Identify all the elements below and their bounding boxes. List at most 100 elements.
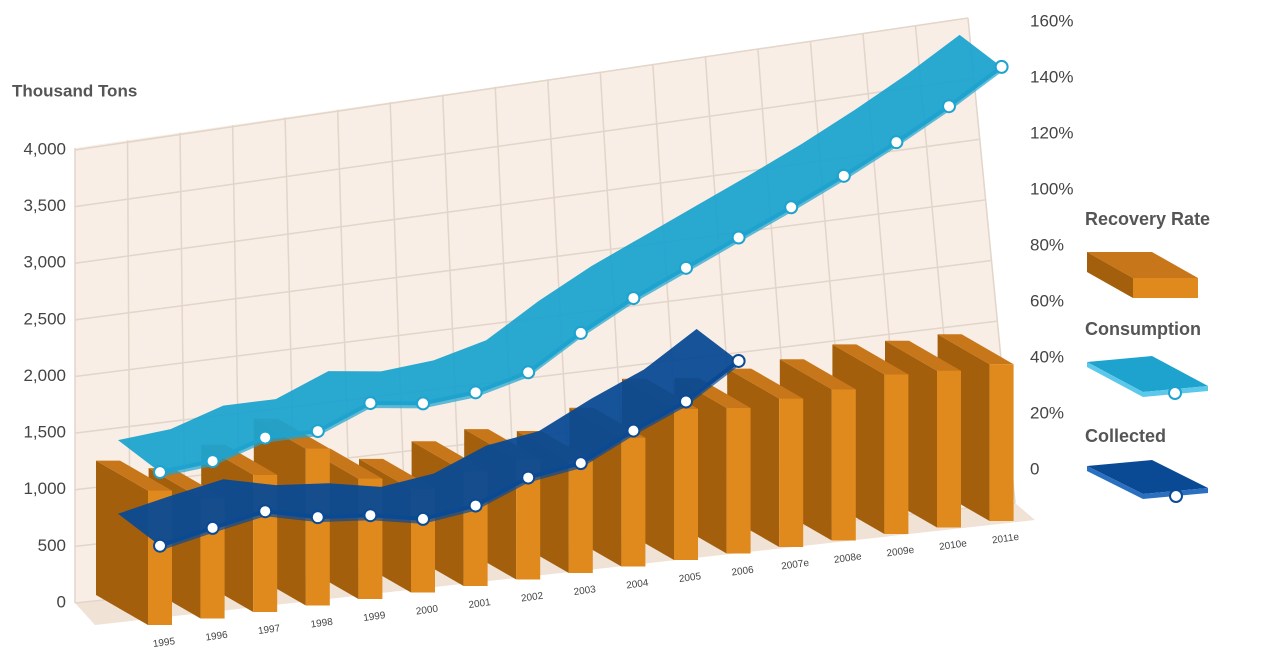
bar-top [885, 340, 961, 371]
y2-tick-label: 60% [1030, 291, 1064, 310]
marker [310, 424, 325, 439]
y-tick-label: 1,000 [23, 479, 66, 498]
bar-top [779, 359, 856, 390]
marker [205, 454, 220, 469]
marker [363, 508, 378, 523]
x-tick-label: 1995 [152, 636, 176, 650]
x-tick-label: 2011e [991, 532, 1020, 547]
x-tick-label: 1999 [363, 610, 387, 624]
y-tick-label: 3,500 [23, 196, 66, 215]
marker [784, 200, 799, 215]
x-tick-label: 2004 [626, 578, 650, 592]
marker [573, 456, 588, 471]
x-tick-label: 2010e [938, 538, 968, 553]
y2-tick-label: 20% [1030, 403, 1064, 422]
marker [205, 520, 220, 535]
marker [363, 396, 378, 411]
legend-icon [1087, 252, 1198, 278]
bar [674, 408, 698, 560]
marker [416, 396, 430, 411]
y-tick-label: 1,500 [23, 423, 66, 442]
marker [836, 168, 851, 183]
marker [258, 504, 273, 519]
marker [153, 465, 167, 480]
x-tick-label: 2001 [468, 597, 492, 611]
bar-top [937, 334, 1014, 365]
y2-tick-label: 40% [1030, 347, 1064, 366]
marker [153, 538, 167, 553]
legend-icon [1087, 356, 1208, 392]
legend-label: Consumption [1085, 319, 1201, 339]
x-tick-label: 2003 [573, 584, 597, 598]
bar [726, 407, 751, 554]
bar [305, 448, 330, 606]
x-tick-label: 2000 [415, 604, 439, 618]
y2-tick-label: 100% [1030, 179, 1073, 198]
bar [884, 374, 909, 534]
y-axis-label: Thousand Tons [12, 81, 137, 100]
bar-top [832, 344, 909, 375]
y-tick-label: 0 [57, 592, 66, 611]
legend-icon [1133, 278, 1198, 298]
y-tick-label: 2,000 [23, 366, 66, 385]
x-tick-label: 2008e [833, 551, 863, 566]
y2-tick-label: 140% [1030, 67, 1073, 86]
marker [468, 498, 483, 513]
marker [994, 59, 1009, 74]
x-tick-label: 1996 [205, 630, 229, 644]
marker [573, 325, 588, 340]
bar-top [96, 460, 172, 491]
bar [568, 461, 593, 573]
legend-label: Collected [1085, 426, 1166, 446]
x-tick-label: 2005 [678, 571, 702, 585]
marker [626, 291, 641, 306]
bar-side [96, 460, 148, 625]
marker [416, 511, 430, 526]
marker [521, 365, 536, 380]
marker [679, 260, 693, 275]
legend-label: Recovery Rate [1085, 209, 1210, 229]
x-tick-label: 2006 [731, 565, 755, 579]
y-tick-label: 4,000 [23, 139, 66, 158]
marker [258, 430, 273, 445]
bar-top [727, 368, 804, 399]
marker [942, 99, 956, 114]
line [159, 359, 740, 548]
grid-line [74, 199, 986, 321]
legend: Recovery Rate Consumption Collected [1085, 209, 1210, 503]
legend-icon [1087, 460, 1208, 494]
y2-tick-label: 160% [1030, 11, 1073, 30]
y-tick-label: 500 [38, 536, 66, 555]
legend-icon [1087, 362, 1208, 397]
marker [521, 470, 536, 485]
y2-tick-label: 120% [1030, 123, 1073, 142]
legend-icon [1087, 252, 1133, 298]
x-tick-label: 1998 [310, 617, 334, 631]
legend-icon [1087, 466, 1208, 499]
legend-marker [1169, 489, 1183, 503]
x-tick-label: 2007e [781, 558, 811, 573]
marker [731, 353, 746, 368]
ribbon [118, 328, 739, 546]
bar [989, 364, 1014, 521]
marker [310, 510, 325, 525]
marker [889, 135, 904, 150]
bar [779, 398, 804, 547]
y-tick-label: 3,000 [23, 253, 66, 272]
x-tick-label: 2002 [520, 591, 544, 605]
marker [731, 230, 746, 245]
y-tick-label: 2,500 [23, 309, 66, 328]
bar [937, 370, 961, 528]
grid-line [74, 17, 969, 151]
x-tick-label: 1997 [257, 623, 281, 637]
y2-tick-label: 0 [1030, 459, 1039, 478]
grid-line [74, 77, 974, 208]
bar [831, 389, 856, 541]
marker [679, 394, 693, 409]
legend-marker [1168, 386, 1182, 400]
ribbon [118, 34, 1002, 473]
marker [468, 385, 483, 400]
bar [621, 437, 646, 567]
marker [626, 423, 641, 438]
